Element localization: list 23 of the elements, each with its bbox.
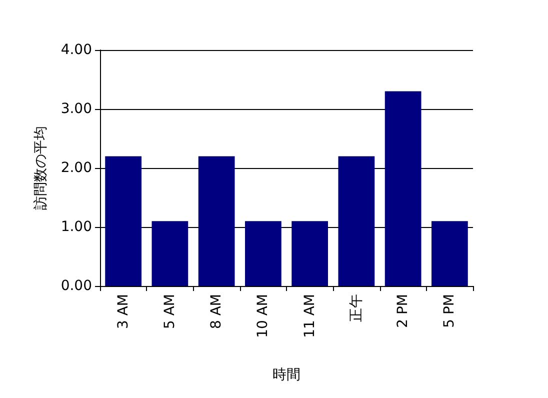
x-axis-title: 時間 bbox=[272, 367, 300, 383]
y-tick-label: 4.00 bbox=[60, 42, 92, 58]
y-axis-title: 訪問数の平均 bbox=[33, 126, 49, 210]
x-tick-label: 8 AM bbox=[208, 294, 225, 330]
x-tick-label: 11 AM bbox=[302, 294, 318, 338]
y-tick-label: 1.00 bbox=[60, 219, 92, 235]
bar bbox=[292, 221, 328, 286]
y-tick-label: 3.00 bbox=[60, 101, 92, 117]
bar bbox=[432, 221, 468, 286]
x-tick-label: 3 AM bbox=[115, 294, 132, 330]
bar bbox=[198, 156, 235, 286]
y-tick-label: 0.00 bbox=[60, 278, 92, 294]
bar bbox=[338, 156, 375, 286]
bar bbox=[384, 91, 422, 286]
x-tick-label: 10 AM bbox=[255, 294, 272, 338]
bar bbox=[105, 156, 142, 286]
y-tick-label: 2.00 bbox=[60, 160, 92, 176]
x-tick-label: 正午 bbox=[348, 294, 364, 322]
bar bbox=[152, 221, 188, 286]
x-tick-label: 5 PM bbox=[442, 294, 458, 328]
x-tick-label: 5 AM bbox=[162, 294, 178, 330]
x-tick-label: 2 PM bbox=[395, 294, 412, 328]
bar bbox=[245, 221, 282, 286]
